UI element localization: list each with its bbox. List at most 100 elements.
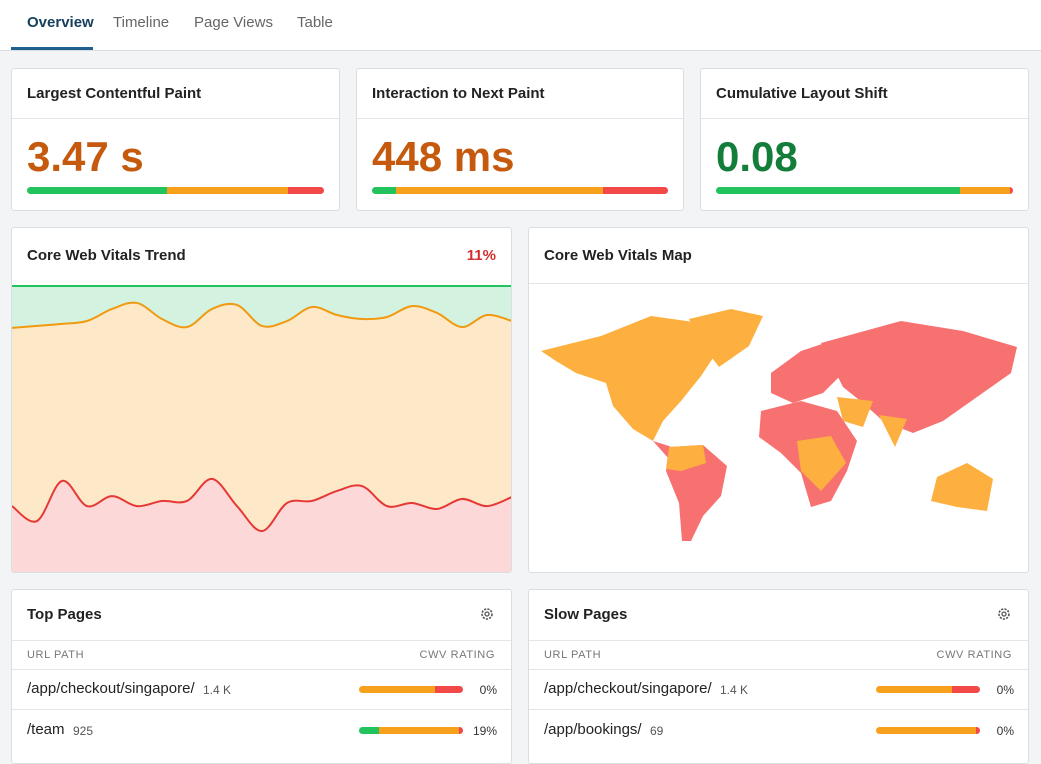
bar-segment-good bbox=[716, 187, 960, 194]
gear-hub bbox=[1001, 611, 1007, 617]
bar-segment-needs bbox=[378, 727, 459, 734]
rating-bar bbox=[372, 187, 668, 194]
bar-segment-needs bbox=[359, 686, 435, 693]
bar-segment-good bbox=[27, 187, 167, 194]
metric-card: Interaction to Next Paint 448 ms bbox=[356, 68, 684, 211]
trend-change: 11% bbox=[466, 247, 496, 264]
tab[interactable]: Table bbox=[297, 14, 333, 31]
map-card: Core Web Vitals Map bbox=[528, 227, 1029, 573]
trend-title: Core Web Vitals Trend bbox=[27, 247, 186, 264]
rating-percent: 19% bbox=[472, 724, 497, 738]
bar-segment-needs bbox=[959, 187, 1011, 194]
table-title: Top Pages bbox=[27, 606, 102, 623]
rating-percent: 0% bbox=[479, 683, 497, 697]
bar-segment-needs bbox=[166, 187, 289, 194]
table-card: Top Pages URL PATH CWV RATING/app/checkout… bbox=[11, 589, 512, 764]
bar-segment-needs bbox=[395, 187, 603, 194]
column-header: CWV RATING bbox=[936, 649, 1012, 661]
rating-bar bbox=[876, 686, 980, 693]
bar-segment-poor bbox=[951, 686, 980, 693]
region bbox=[689, 309, 763, 367]
metric-title: Largest Contentful Paint bbox=[27, 85, 202, 102]
divider bbox=[529, 283, 1028, 284]
bar-segment-poor bbox=[602, 187, 668, 194]
tab[interactable]: Overview bbox=[27, 14, 94, 31]
rating-bar bbox=[716, 187, 1013, 194]
tab-bar: Overview Timeline Page Views Table bbox=[0, 0, 1041, 51]
metric-value: 3.47 s bbox=[27, 133, 144, 180]
trend-chart bbox=[12, 285, 511, 572]
tab[interactable]: Timeline bbox=[113, 14, 170, 31]
region bbox=[837, 397, 873, 427]
settings-icon[interactable] bbox=[480, 607, 494, 621]
gear-ring bbox=[481, 608, 493, 620]
bar-segment-poor bbox=[1010, 187, 1013, 194]
url-path: /app/checkout/singapore/ bbox=[544, 680, 712, 697]
page-views: 69 bbox=[650, 724, 664, 738]
url-path: /team bbox=[27, 721, 65, 738]
poor-area bbox=[12, 478, 511, 572]
region bbox=[666, 445, 706, 471]
bar-segment-needs bbox=[876, 686, 952, 693]
page-views: 1.4 K bbox=[720, 683, 749, 697]
bar-segment-needs bbox=[876, 727, 976, 734]
divider bbox=[12, 640, 511, 641]
rating-bar bbox=[359, 727, 463, 734]
gear-ring bbox=[998, 608, 1010, 620]
divider bbox=[529, 709, 1028, 710]
bar-segment-good bbox=[359, 727, 379, 734]
divider bbox=[12, 709, 511, 710]
region bbox=[797, 436, 846, 491]
rating-percent: 0% bbox=[996, 683, 1014, 697]
world-map bbox=[541, 309, 1017, 541]
rating-bar bbox=[876, 727, 980, 734]
trend-card: Core Web Vitals Trend 11% bbox=[11, 227, 512, 573]
active-tab-indicator bbox=[11, 47, 93, 50]
rating-bar bbox=[27, 187, 324, 194]
region bbox=[541, 316, 721, 441]
table-row[interactable]: /app/checkout/singapore/1.4 K 0% bbox=[529, 680, 1028, 700]
url-path: /app/bookings/ bbox=[544, 721, 642, 738]
divider bbox=[12, 669, 511, 670]
page-views: 1.4 K bbox=[203, 683, 232, 697]
page-views: 925 bbox=[73, 724, 94, 738]
good-line bbox=[12, 301, 511, 329]
metric-value: 448 ms bbox=[372, 133, 515, 180]
column-header: URL PATH bbox=[544, 649, 602, 661]
divider bbox=[12, 283, 511, 284]
poor-line bbox=[12, 477, 511, 533]
metric-title: Interaction to Next Paint bbox=[372, 85, 545, 102]
rating-percent: 0% bbox=[996, 724, 1014, 738]
map-title: Core Web Vitals Map bbox=[544, 247, 692, 264]
bar-segment-good bbox=[372, 187, 396, 194]
table-row[interactable]: /team 925 19% bbox=[12, 721, 511, 741]
bar-segment-poor bbox=[288, 187, 324, 194]
good-area bbox=[12, 286, 511, 328]
table-title: Slow Pages bbox=[544, 606, 628, 623]
divider bbox=[701, 118, 1028, 119]
metric-value: 0.08 bbox=[716, 133, 798, 180]
settings-icon[interactable] bbox=[997, 607, 1011, 621]
table-row[interactable]: /app/checkout/singapore/1.4 K 0% bbox=[12, 680, 511, 700]
column-header: CWV RATING bbox=[419, 649, 495, 661]
table-row[interactable]: /app/bookings/69 0% bbox=[529, 721, 1028, 741]
divider bbox=[12, 118, 339, 119]
gear-hub bbox=[484, 611, 490, 617]
tab[interactable]: Page Views bbox=[194, 14, 273, 31]
bar-segment-poor bbox=[458, 727, 463, 734]
divider bbox=[529, 640, 1028, 641]
region bbox=[879, 415, 907, 447]
metric-card: Cumulative Layout Shift 0.08 bbox=[700, 68, 1029, 211]
metric-card: Largest Contentful Paint 3.47 s bbox=[11, 68, 340, 211]
rating-bar bbox=[359, 686, 463, 693]
divider bbox=[357, 118, 683, 119]
bar-segment-poor bbox=[975, 727, 980, 734]
region bbox=[771, 341, 843, 403]
region bbox=[931, 463, 993, 511]
url-path: /app/checkout/singapore/ bbox=[27, 680, 195, 697]
metric-title: Cumulative Layout Shift bbox=[716, 85, 888, 102]
bar-segment-poor bbox=[434, 686, 463, 693]
table-card: Slow Pages URL PATH CWV RATING/app/checkou… bbox=[528, 589, 1029, 764]
divider bbox=[529, 669, 1028, 670]
